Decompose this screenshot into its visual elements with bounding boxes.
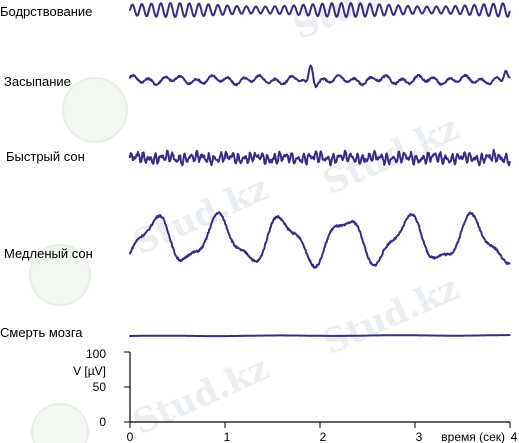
trace-brain-death <box>129 334 511 338</box>
watermark-text: Stud.kz <box>287 0 434 48</box>
y-axis-title: V [µV] <box>73 364 106 378</box>
series-label-slow-sleep: Медленый сон <box>4 246 93 261</box>
series-label-wake: Бодрствование <box>0 4 92 19</box>
watermark-badge-icon <box>29 244 91 306</box>
watermark-badge-icon <box>31 403 89 443</box>
x-tick-label: 4 <box>511 430 518 443</box>
watermark-text-group: Stud.kz Stud.kz Stud.kz Stud.kz Stud.kz <box>127 0 464 443</box>
y-tick-label: 100 <box>86 347 106 361</box>
x-tick-label: 3 <box>416 430 423 443</box>
watermark-text: Stud.kz <box>127 348 274 443</box>
watermark-text: Stud.kz <box>317 268 464 363</box>
watermark-badges <box>29 77 128 443</box>
series-label-brain-death: Смерть мозга <box>0 325 83 340</box>
watermark-badge-icon <box>62 77 128 143</box>
trace-rem-sleep <box>129 148 511 167</box>
trace-falling-asleep <box>129 64 511 89</box>
trace-wake <box>129 2 511 18</box>
y-axis-ticks: 0 50 100 <box>86 347 130 429</box>
x-tick-label: 2 <box>320 430 327 443</box>
series-label-falling-asleep: Засыпание <box>4 74 71 89</box>
series-label-rem-sleep: Быстрый сон <box>6 149 85 164</box>
y-tick-label: 50 <box>93 380 107 394</box>
x-tick-label: 0 <box>127 430 134 443</box>
y-tick-label: 0 <box>99 415 106 429</box>
trace-slow-sleep <box>129 211 511 269</box>
x-axis-title: время (сек) <box>441 430 505 443</box>
x-axis-ticks: 0 1 2 3 4 <box>127 422 518 443</box>
x-tick-label: 1 <box>224 430 231 443</box>
